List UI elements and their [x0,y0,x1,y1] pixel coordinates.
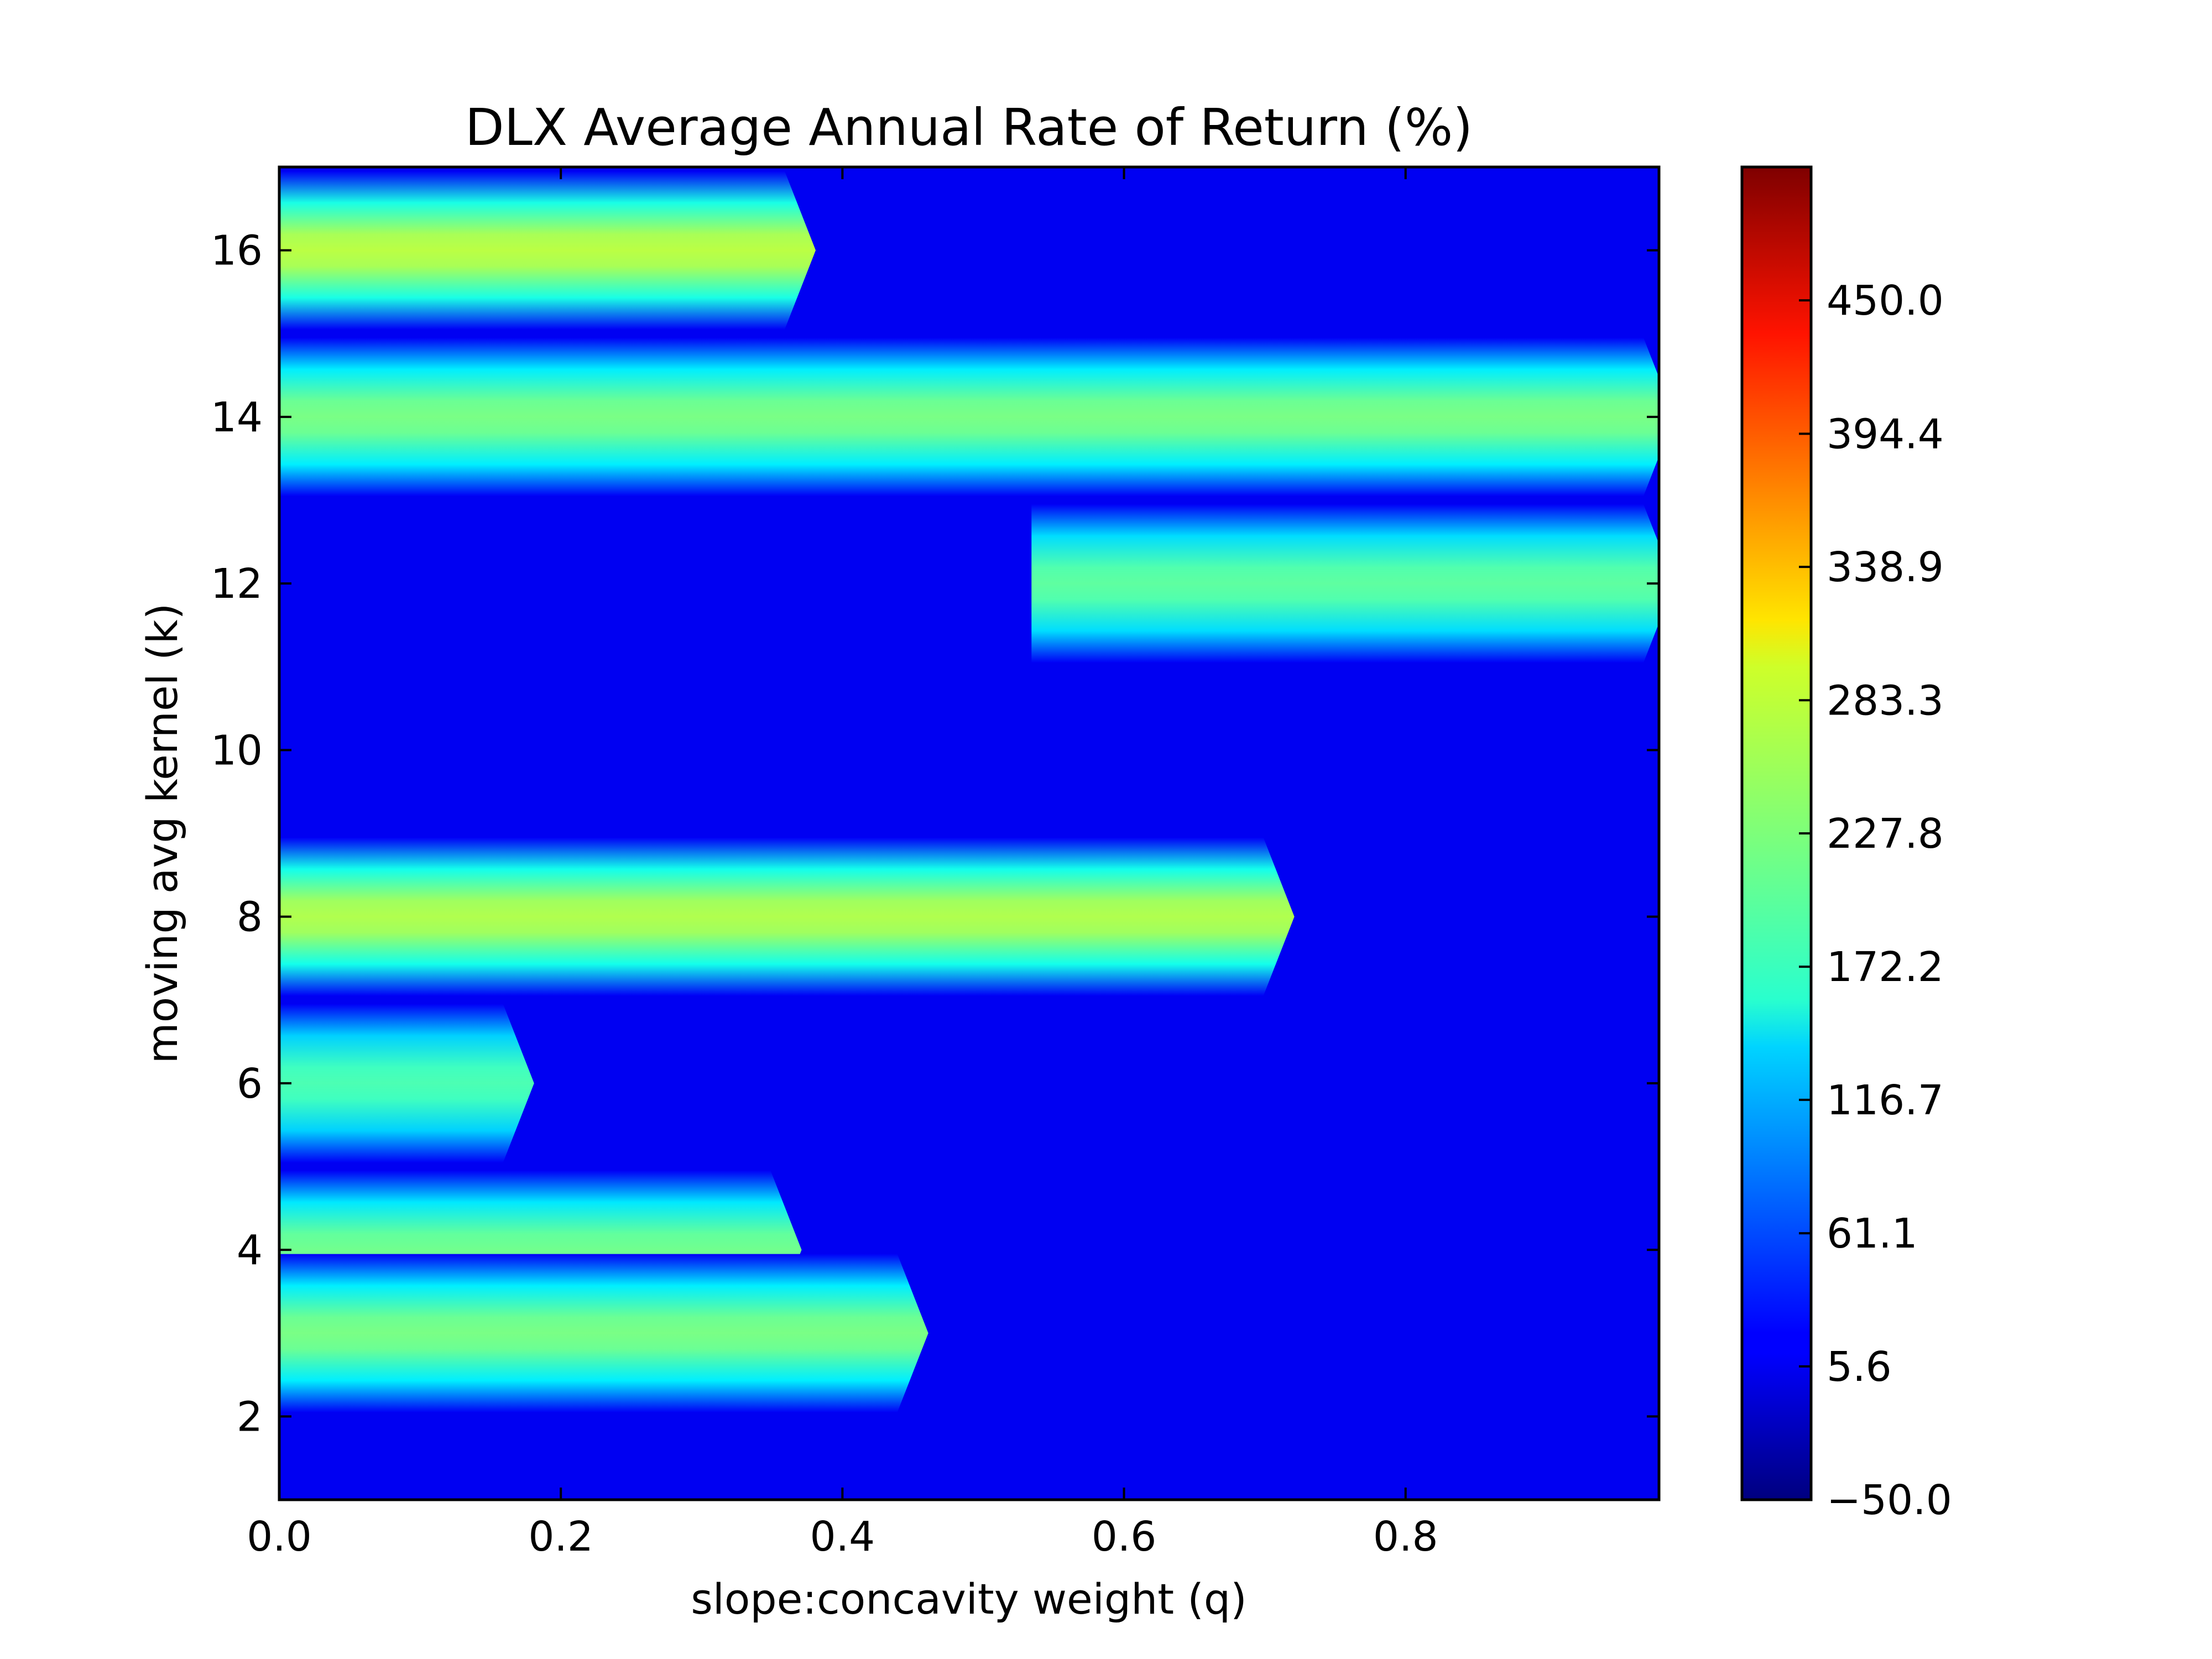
y-tick-label: 10 [211,727,263,774]
colorbar-tick-label: −50.0 [1827,1477,1952,1524]
colorbar-tick-label: 172.2 [1827,943,1944,991]
heatmap-band-k12 [1031,504,1659,663]
x-tick-label: 0.4 [810,1513,875,1561]
y-axis-label: moving avg kernel (k) [138,603,187,1064]
colorbar-tick-label: 116.7 [1827,1077,1944,1124]
heatmap-cells [279,171,1659,1412]
chart-title: DLX Average Annual Rate of Return (%) [465,98,1473,157]
heatmap-band-k8 [279,837,1295,996]
colorbar-tick-label: 450.0 [1827,277,1944,325]
y-tick-label: 12 [211,560,263,608]
y-tick-label: 14 [211,394,263,441]
x-tick-label: 0.2 [528,1513,593,1561]
y-tick-label: 8 [237,894,263,941]
heatmap-band-k14 [279,337,1659,496]
x-tick-label: 0.8 [1373,1513,1438,1561]
plot-frame [278,165,1661,1501]
colorbar-tick-label: 61.1 [1827,1210,1918,1258]
y-axis-ticks: 2 4 6 8 10 12 14 16 [211,227,1659,1441]
y-tick-label: 4 [237,1227,263,1274]
colorbar-tick-label: 283.3 [1827,677,1944,724]
x-tick-label: 0.0 [247,1513,312,1561]
colorbar-tick-label: 338.9 [1827,544,1944,591]
colorbar-tick-label: 227.8 [1827,810,1944,858]
x-axis-label: slope:concavity weight (q) [691,1574,1247,1624]
colorbar-tick-label: 5.6 [1827,1343,1892,1391]
x-tick-label: 0.6 [1092,1513,1157,1561]
heatmap-plot-area [278,165,1661,1501]
heatmap-band-k6 [279,1004,534,1162]
colorbar-tick-label: 394.4 [1827,410,1944,458]
heatmap-band-k16 [279,171,816,330]
colorbar: −50.0 5.6 61.1 116.7 172.2 227.8 283.3 338.9 394… [1740,165,1952,1524]
colorbar-ticks: −50.0 5.6 61.1 116.7 172.2 227.8 283.3 338.9 394… [1799,277,1952,1524]
y-tick-label: 16 [211,227,263,275]
y-tick-label: 2 [237,1393,263,1441]
heatmap-band-k3 [279,1254,928,1412]
y-tick-label: 6 [237,1060,263,1108]
x-axis-ticks: 0.0 0.2 0.4 0.6 0.8 [247,167,1438,1561]
